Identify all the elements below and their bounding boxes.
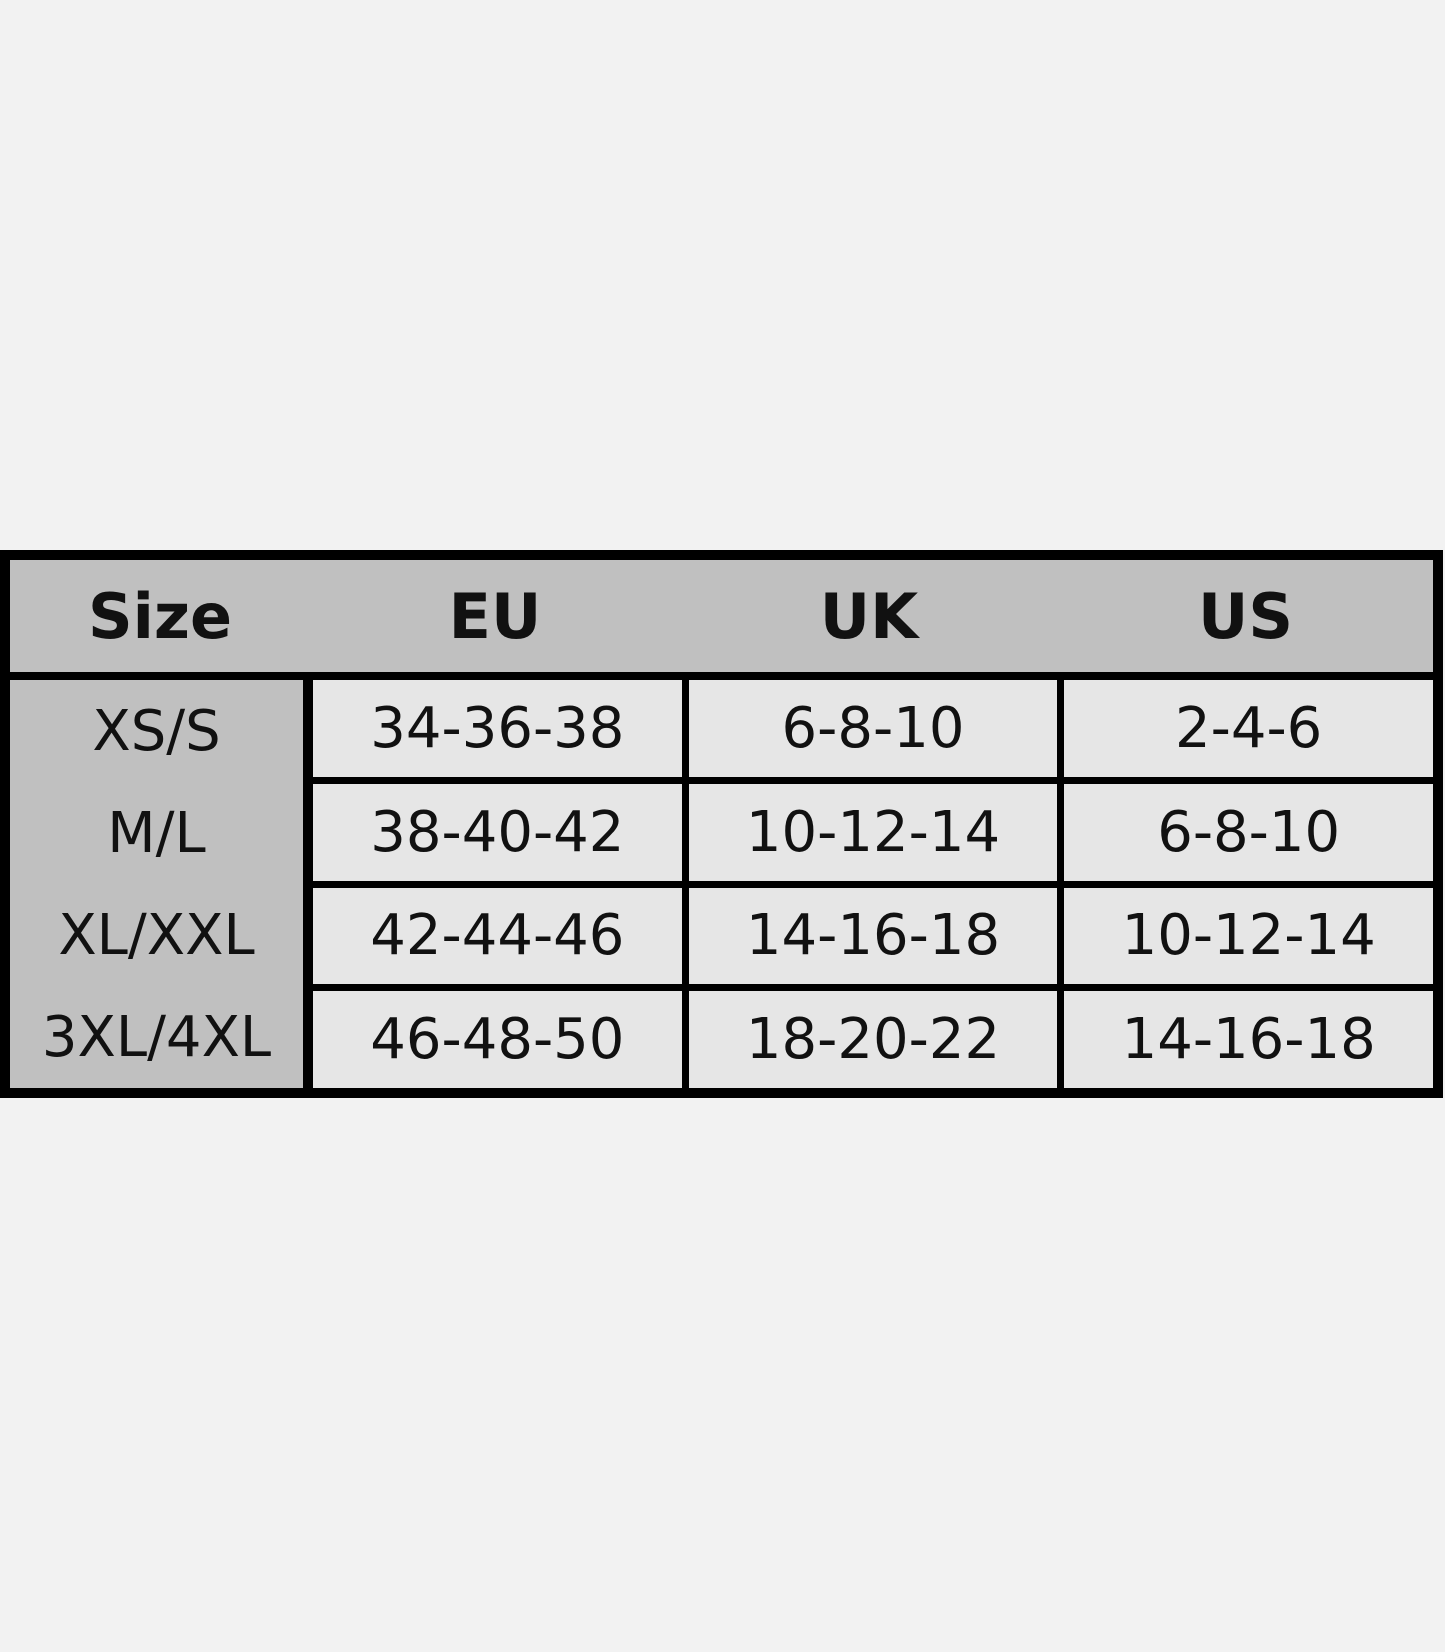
table-cell: 18-20-22 [688,991,1058,1088]
header-cell: US [1198,579,1293,653]
size-label: 3XL/4XL [41,1004,272,1070]
header-cell: Size [87,579,233,653]
table-cell: 2-4-6 [1064,680,1433,777]
table-body: XS/S M/L XL/XXL 3XL/4XL 34-36-38 6-8-10 2-4-6… [10,680,1433,1088]
table-cell: 34-36-38 [313,680,682,777]
table-cell: 46-48-50 [313,991,682,1088]
size-column: XS/S M/L XL/XXL 3XL/4XL [10,680,303,1088]
table-cell: 10-12-14 [688,783,1058,881]
header-cell: EU [448,579,542,653]
table-cell: 6-8-10 [1064,783,1433,881]
table-cell: 10-12-14 [1064,887,1433,985]
table-cell: 6-8-10 [688,680,1058,777]
header-row: Size EU UK US [10,560,1433,680]
size-label: M/L [107,800,206,866]
size-label: XS/S [92,698,221,764]
table-cell: 14-16-18 [688,887,1058,985]
size-table: Size EU UK US XS/S M/L XL/XXL 3XL/4XL 34-36-38… [0,550,1443,1098]
size-label: XL/XXL [58,902,255,968]
header-cell: UK [819,579,919,653]
table-cell: 38-40-42 [313,783,682,881]
table-cell: 42-44-46 [313,887,682,985]
table-cell: 14-16-18 [1064,991,1433,1088]
